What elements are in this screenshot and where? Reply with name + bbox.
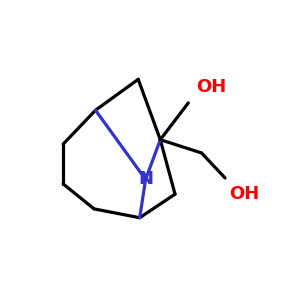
Text: OH: OH <box>230 185 260 203</box>
Text: N: N <box>138 170 153 188</box>
Text: OH: OH <box>196 77 226 95</box>
